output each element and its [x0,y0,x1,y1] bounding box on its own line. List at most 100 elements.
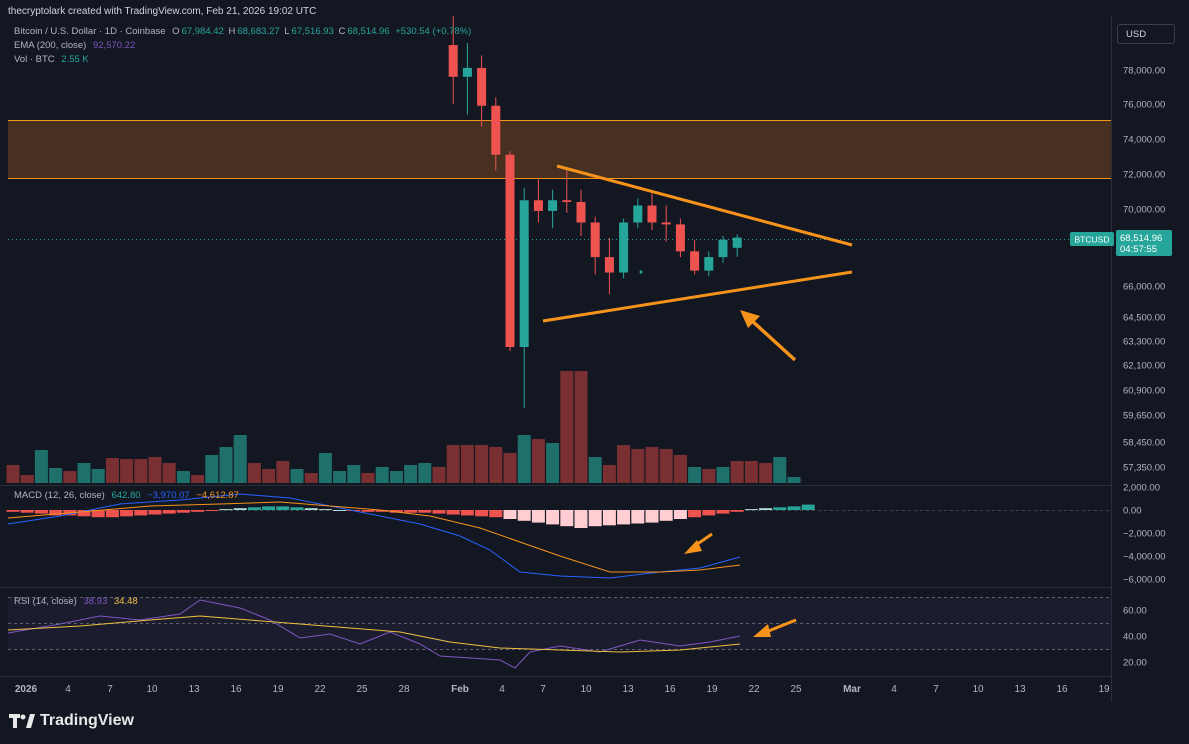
candle [505,151,515,351]
macd-tick-label: −4,000.00 [1123,552,1166,563]
rsi-ma-line [7,615,741,653]
ema-value: 92,570.22 [92,40,136,51]
macd-hist-bar [191,510,205,512]
price-tick-label: 63,300.00 [1123,337,1165,348]
volume-bar [503,453,517,483]
candle [562,170,572,213]
macd-hist-bar [162,510,176,514]
volume-bar [347,465,361,483]
time-tick-label: 19 [272,684,284,695]
volume-bar [446,445,460,483]
brand-logo[interactable]: TradingView [9,712,134,730]
macd-hist-bar [688,510,702,518]
macd-hist-bar [49,510,63,516]
time-tick-label: 28 [398,684,410,695]
volume-bar [432,467,446,483]
macd-tick-label: 2,000.00 [1123,483,1160,494]
time-tick-label: 4 [891,684,897,695]
macd-hist-bar [290,507,304,510]
macd-hist-bar [560,510,574,527]
rsi-tick-label: 20.00 [1123,658,1147,669]
macd-hist-bar [617,510,631,525]
macd-hist-bar [645,510,659,523]
time-tick-label: Mar [843,684,861,695]
price-tick-label: 58,450.00 [1123,438,1165,449]
macd-axis[interactable]: 2,000.00 0.00 −2,000.00 −4,000.00 −6,000.00 [1123,483,1166,586]
macd-signal-line [7,501,741,573]
chart-area[interactable]: 2026 4 7 10 13 16 19 22 25 28 Feb 4 7 10 13 16 19 22 25 Mar… [0,16,1189,702]
macd-hist-bar [134,510,148,516]
volume-bar [659,449,673,483]
price-tag: BTCUSD 68,514.96 04:57:55 [1070,230,1172,256]
volume-legend[interactable]: Vol · BTC 2.55 K [14,54,89,65]
ema-legend[interactable]: EMA (200, close) 92,570.22 [14,40,136,51]
low-value: 67,516.93 [291,26,334,37]
volume-bar [702,469,716,483]
rsi-axis[interactable]: 60.00 40.00 20.00 [1123,606,1147,669]
volume-bar [77,463,91,483]
volume-bar [6,465,20,483]
rsi-legend[interactable]: RSI (14, close) 38.93 34.48 [14,596,138,607]
macd-hist-bar [588,510,602,527]
macd-hist-bar [801,504,815,510]
volume-bar [247,463,261,483]
volume-bar [546,443,560,483]
volume-bar [205,455,219,483]
candle [491,97,501,171]
time-tick-label: 16 [230,684,242,695]
candle [675,218,685,258]
marker-dot [639,270,643,274]
time-tick-label: 19 [1098,684,1110,695]
macd-hist-bar [120,510,134,517]
tradingview-logo-icon [9,714,35,728]
volume-bar [233,435,247,483]
macd-hist-bar [262,506,276,510]
candle [590,216,600,275]
time-tick-label: 7 [540,684,546,695]
volume-bar [773,457,787,483]
macd-hist-bar [105,510,119,518]
candle [633,198,643,229]
time-tick-label: 10 [580,684,592,695]
volume-bar [318,453,332,483]
macd-hist-bar [517,510,531,521]
price-axis[interactable]: 78,000.00 76,000.00 74,000.00 72,000.00 70,0… [1123,66,1165,474]
macd-hist-bar [91,510,105,518]
macd-hist-bar [148,510,162,515]
symbol-name: Bitcoin / U.S. Dollar · 1D · Coinbase [14,26,166,37]
rsi-tick-label: 40.00 [1123,632,1147,643]
volume-bar [588,457,602,483]
macd-hist-bar [432,510,446,514]
macd-hist-bar [730,510,744,512]
macd-tick-label: 0.00 [1123,506,1142,517]
time-tick-label: 13 [622,684,634,695]
volume-bar [517,435,531,483]
time-tick-label: 2026 [15,684,38,695]
candle [519,188,529,408]
macd-hist-bar [333,510,347,511]
rsi-ma-value: 34.48 [113,596,138,607]
macd-legend[interactable]: MACD (12, 26, close) 642.80 −3,970.07 −4… [14,490,239,501]
time-tick-label: 10 [972,684,984,695]
volume-bar [574,371,588,483]
price-tick-label: 66,000.00 [1123,282,1165,293]
volume-bar [602,465,616,483]
triangle-upper-trendline [556,164,853,247]
volume-bar [176,471,190,483]
volume-bar [645,447,659,483]
time-tick-label: 22 [748,684,760,695]
macd-tick-label: −6,000.00 [1123,575,1166,586]
price-tick-label: 72,000.00 [1123,170,1165,181]
volume-bar [191,475,205,483]
currency-button[interactable]: USD [1117,24,1175,44]
macd-hist-bar [318,509,332,511]
volume-bar [460,445,474,483]
time-axis[interactable]: 2026 4 7 10 13 16 19 22 25 28 Feb 4 7 10 13 16 19 22 25 Mar… [15,684,1110,695]
time-tick-label: 7 [107,684,113,695]
volume-bar [759,463,773,483]
candle [448,16,458,104]
chart-svg[interactable]: 2026 4 7 10 13 16 19 22 25 28 Feb 4 7 10 13 16 19 22 25 Mar… [0,16,1189,702]
macd-hist-value: 642.80 [111,490,141,501]
macd-hist-bar [404,510,418,513]
